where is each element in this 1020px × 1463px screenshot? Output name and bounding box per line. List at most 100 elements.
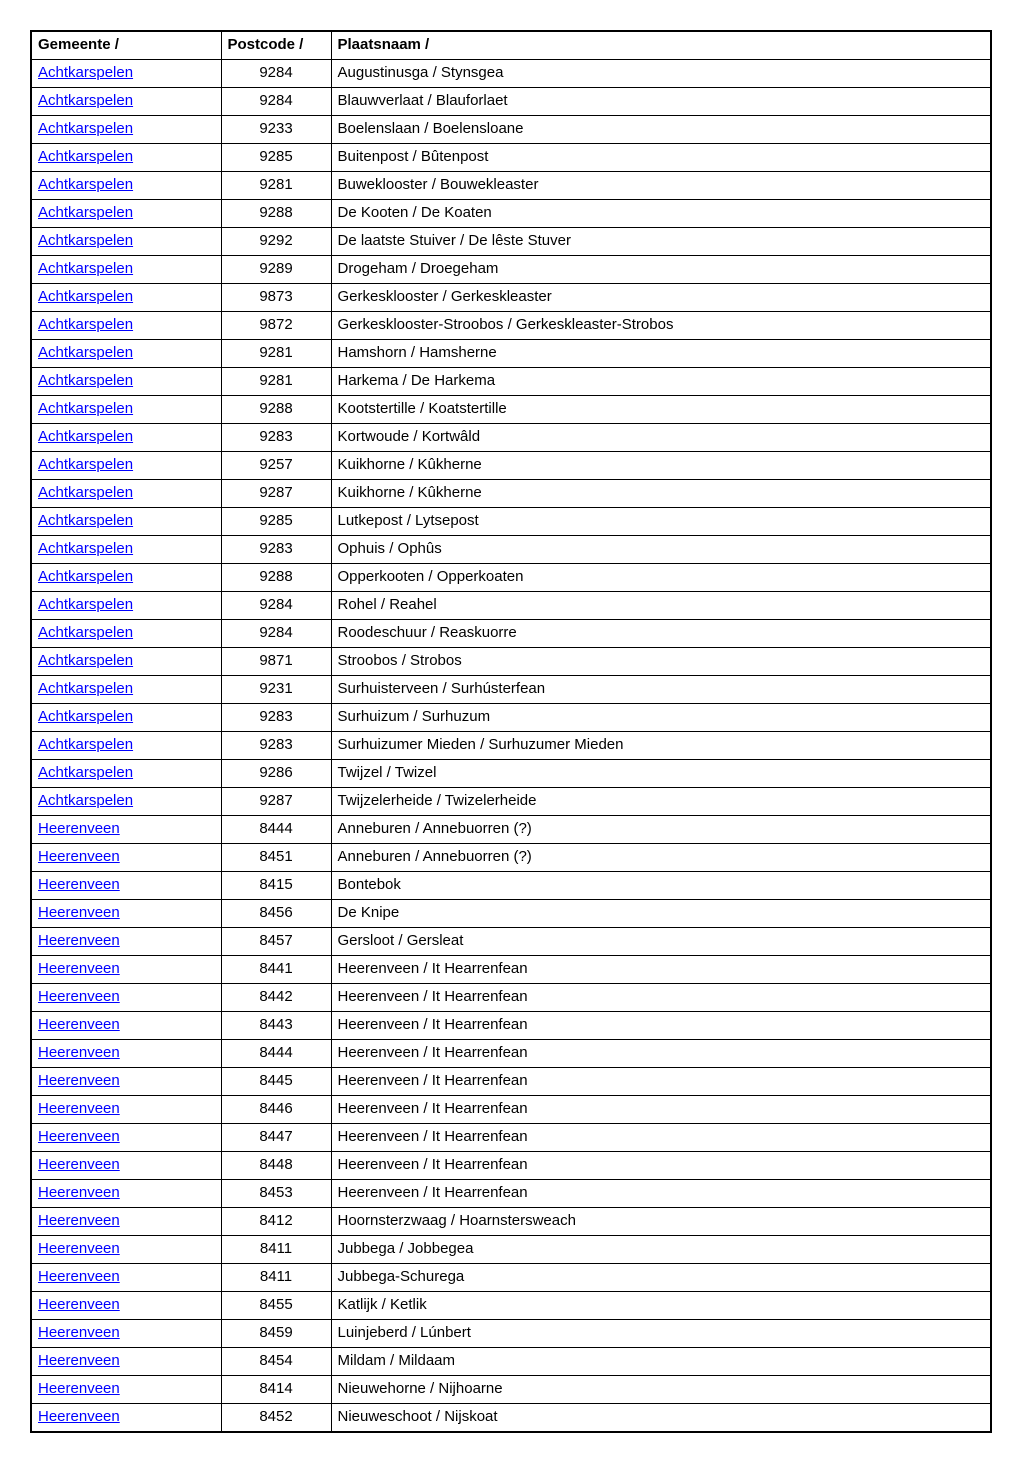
gemeente-link[interactable]: Heerenveen bbox=[38, 932, 120, 949]
gemeente-link[interactable]: Achtkarspelen bbox=[38, 92, 133, 109]
gemeente-link[interactable]: Achtkarspelen bbox=[38, 708, 133, 725]
gemeente-link[interactable]: Achtkarspelen bbox=[38, 484, 133, 501]
cell-plaatsnaam: Heerenveen / It Hearrenfean bbox=[331, 956, 991, 984]
cell-postcode: 8452 bbox=[221, 1404, 331, 1433]
cell-postcode: 8459 bbox=[221, 1320, 331, 1348]
col-header-plaatsnaam: Plaatsnaam / bbox=[331, 31, 991, 60]
gemeente-link[interactable]: Achtkarspelen bbox=[38, 792, 133, 809]
gemeente-link[interactable]: Achtkarspelen bbox=[38, 596, 133, 613]
cell-plaatsnaam: Rohel / Reahel bbox=[331, 592, 991, 620]
table-row: Heerenveen8459Luinjeberd / Lúnbert bbox=[31, 1320, 991, 1348]
cell-gemeente: Achtkarspelen bbox=[31, 480, 221, 508]
gemeente-link[interactable]: Achtkarspelen bbox=[38, 568, 133, 585]
gemeente-link[interactable]: Heerenveen bbox=[38, 820, 120, 837]
table-row: Achtkarspelen9281Harkema / De Harkema bbox=[31, 368, 991, 396]
cell-plaatsnaam: Surhuizumer Mieden / Surhuzumer Mieden bbox=[331, 732, 991, 760]
gemeente-link[interactable]: Heerenveen bbox=[38, 1156, 120, 1173]
cell-postcode: 9873 bbox=[221, 284, 331, 312]
cell-postcode: 8441 bbox=[221, 956, 331, 984]
cell-gemeente: Heerenveen bbox=[31, 984, 221, 1012]
cell-plaatsnaam: Heerenveen / It Hearrenfean bbox=[331, 1040, 991, 1068]
cell-gemeente: Achtkarspelen bbox=[31, 620, 221, 648]
table-row: Achtkarspelen9287Twijzelerheide / Twizel… bbox=[31, 788, 991, 816]
gemeente-link[interactable]: Heerenveen bbox=[38, 960, 120, 977]
gemeente-link[interactable]: Achtkarspelen bbox=[38, 316, 133, 333]
gemeente-link[interactable]: Achtkarspelen bbox=[38, 736, 133, 753]
gemeente-link[interactable]: Heerenveen bbox=[38, 1240, 120, 1257]
cell-gemeente: Heerenveen bbox=[31, 1068, 221, 1096]
gemeente-link[interactable]: Heerenveen bbox=[38, 1352, 120, 1369]
gemeente-link[interactable]: Achtkarspelen bbox=[38, 764, 133, 781]
gemeente-link[interactable]: Achtkarspelen bbox=[38, 512, 133, 529]
cell-gemeente: Achtkarspelen bbox=[31, 340, 221, 368]
cell-plaatsnaam: Nieuwehorne / Nijhoarne bbox=[331, 1376, 991, 1404]
gemeente-link[interactable]: Heerenveen bbox=[38, 904, 120, 921]
gemeente-link[interactable]: Heerenveen bbox=[38, 1072, 120, 1089]
gemeente-link[interactable]: Heerenveen bbox=[38, 1212, 120, 1229]
table-row: Achtkarspelen9284Blauwverlaat / Blauforl… bbox=[31, 88, 991, 116]
gemeente-link[interactable]: Heerenveen bbox=[38, 1296, 120, 1313]
gemeente-link[interactable]: Heerenveen bbox=[38, 876, 120, 893]
cell-postcode: 9284 bbox=[221, 60, 331, 88]
gemeente-link[interactable]: Heerenveen bbox=[38, 1128, 120, 1145]
table-row: Heerenveen8447Heerenveen / It Hearrenfea… bbox=[31, 1124, 991, 1152]
gemeente-link[interactable]: Achtkarspelen bbox=[38, 456, 133, 473]
cell-gemeente: Achtkarspelen bbox=[31, 760, 221, 788]
cell-gemeente: Achtkarspelen bbox=[31, 732, 221, 760]
gemeente-link[interactable]: Heerenveen bbox=[38, 1016, 120, 1033]
gemeente-link[interactable]: Heerenveen bbox=[38, 1324, 120, 1341]
cell-plaatsnaam: Buweklooster / Bouwekleaster bbox=[331, 172, 991, 200]
gemeente-link[interactable]: Heerenveen bbox=[38, 1380, 120, 1397]
gemeente-link[interactable]: Achtkarspelen bbox=[38, 204, 133, 221]
gemeente-link[interactable]: Achtkarspelen bbox=[38, 232, 133, 249]
gemeente-link[interactable]: Heerenveen bbox=[38, 848, 120, 865]
cell-plaatsnaam: Kuikhorne / Kûkherne bbox=[331, 480, 991, 508]
table-row: Heerenveen8456De Knipe bbox=[31, 900, 991, 928]
gemeente-link[interactable]: Achtkarspelen bbox=[38, 120, 133, 137]
gemeente-link[interactable]: Heerenveen bbox=[38, 988, 120, 1005]
cell-gemeente: Achtkarspelen bbox=[31, 368, 221, 396]
gemeente-link[interactable]: Achtkarspelen bbox=[38, 372, 133, 389]
cell-gemeente: Heerenveen bbox=[31, 956, 221, 984]
gemeente-link[interactable]: Achtkarspelen bbox=[38, 540, 133, 557]
cell-gemeente: Achtkarspelen bbox=[31, 648, 221, 676]
cell-plaatsnaam: Nieuweschoot / Nijskoat bbox=[331, 1404, 991, 1433]
gemeente-link[interactable]: Achtkarspelen bbox=[38, 288, 133, 305]
gemeente-link[interactable]: Achtkarspelen bbox=[38, 148, 133, 165]
table-row: Achtkarspelen9289Drogeham / Droegeham bbox=[31, 256, 991, 284]
gemeente-link[interactable]: Heerenveen bbox=[38, 1100, 120, 1117]
cell-gemeente: Achtkarspelen bbox=[31, 508, 221, 536]
gemeente-link[interactable]: Achtkarspelen bbox=[38, 652, 133, 669]
table-row: Heerenveen8448Heerenveen / It Hearrenfea… bbox=[31, 1152, 991, 1180]
cell-postcode: 9872 bbox=[221, 312, 331, 340]
cell-plaatsnaam: Kortwoude / Kortwâld bbox=[331, 424, 991, 452]
table-row: Achtkarspelen9284Augustinusga / Stynsgea bbox=[31, 60, 991, 88]
cell-plaatsnaam: Stroobos / Strobos bbox=[331, 648, 991, 676]
gemeente-link[interactable]: Heerenveen bbox=[38, 1268, 120, 1285]
cell-postcode: 8453 bbox=[221, 1180, 331, 1208]
gemeente-link[interactable]: Achtkarspelen bbox=[38, 428, 133, 445]
cell-gemeente: Heerenveen bbox=[31, 1236, 221, 1264]
gemeente-link[interactable]: Heerenveen bbox=[38, 1044, 120, 1061]
gemeente-link[interactable]: Achtkarspelen bbox=[38, 680, 133, 697]
table-row: Achtkarspelen9288Kootstertille / Koatste… bbox=[31, 396, 991, 424]
cell-plaatsnaam: Heerenveen / It Hearrenfean bbox=[331, 1152, 991, 1180]
cell-plaatsnaam: Surhuizum / Surhuzum bbox=[331, 704, 991, 732]
gemeente-link[interactable]: Achtkarspelen bbox=[38, 344, 133, 361]
gemeente-link[interactable]: Achtkarspelen bbox=[38, 624, 133, 641]
cell-postcode: 9283 bbox=[221, 424, 331, 452]
cell-plaatsnaam: Kuikhorne / Kûkherne bbox=[331, 452, 991, 480]
gemeente-link[interactable]: Heerenveen bbox=[38, 1184, 120, 1201]
gemeente-link[interactable]: Achtkarspelen bbox=[38, 260, 133, 277]
gemeente-link[interactable]: Achtkarspelen bbox=[38, 64, 133, 81]
cell-postcode: 8414 bbox=[221, 1376, 331, 1404]
gemeente-link[interactable]: Achtkarspelen bbox=[38, 400, 133, 417]
cell-plaatsnaam: Buitenpost / Bûtenpost bbox=[331, 144, 991, 172]
cell-plaatsnaam: Mildam / Mildaam bbox=[331, 1348, 991, 1376]
cell-gemeente: Achtkarspelen bbox=[31, 396, 221, 424]
cell-postcode: 8412 bbox=[221, 1208, 331, 1236]
gemeente-link[interactable]: Achtkarspelen bbox=[38, 176, 133, 193]
cell-gemeente: Achtkarspelen bbox=[31, 424, 221, 452]
cell-plaatsnaam: Gerkesklooster / Gerkeskleaster bbox=[331, 284, 991, 312]
gemeente-link[interactable]: Heerenveen bbox=[38, 1408, 120, 1425]
